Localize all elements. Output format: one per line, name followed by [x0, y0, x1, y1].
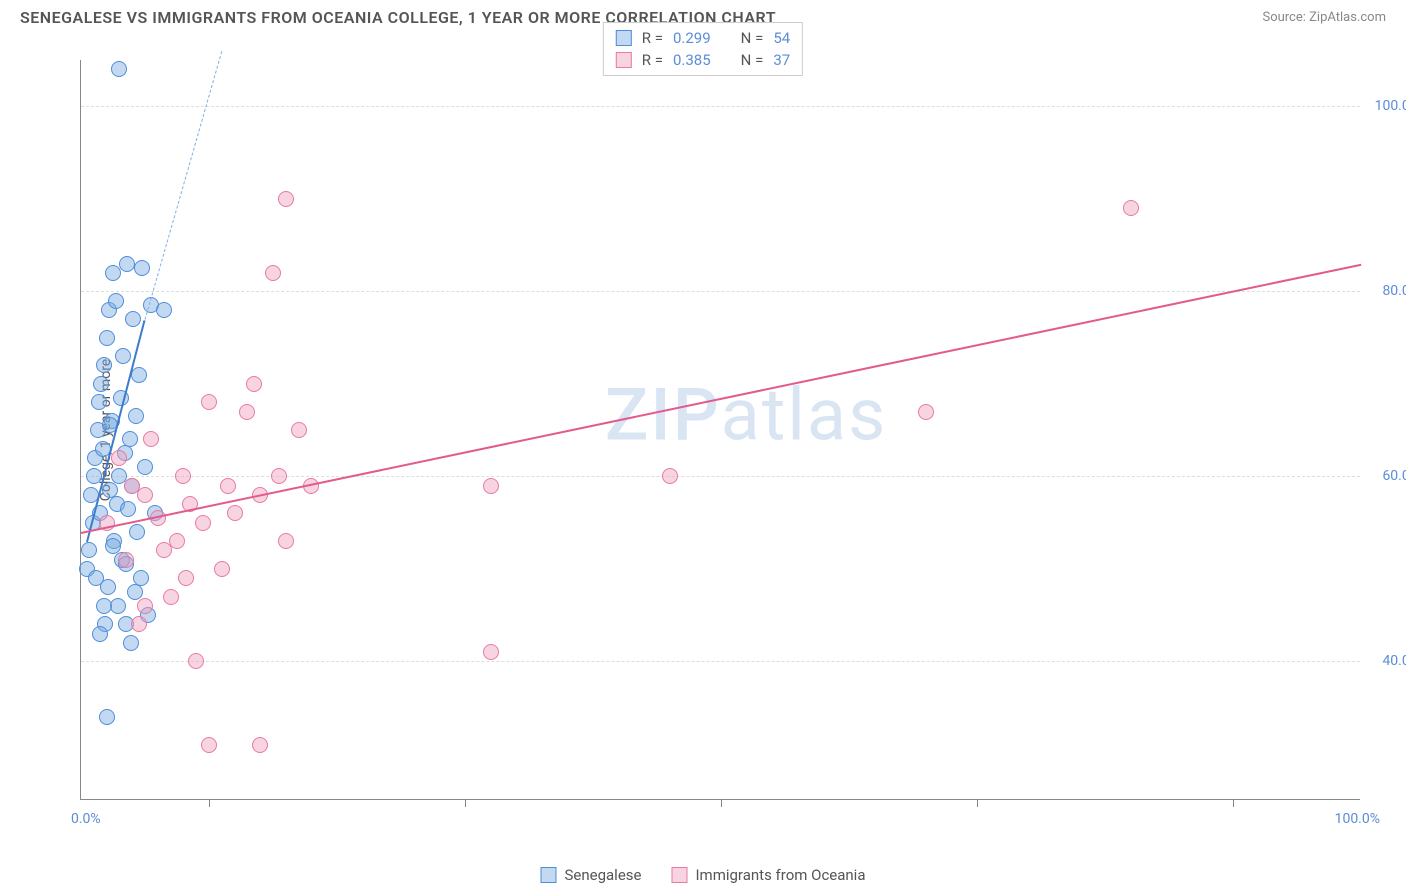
data-point: [99, 709, 115, 725]
data-point: [214, 561, 230, 577]
legend-swatch: [616, 52, 632, 68]
data-point: [120, 501, 136, 517]
y-tick-label: 40.0%: [1382, 653, 1406, 669]
data-point: [483, 644, 499, 660]
data-point: [239, 404, 255, 420]
data-point: [81, 542, 97, 558]
data-point: [278, 533, 294, 549]
data-point: [252, 737, 268, 753]
data-point: [115, 348, 131, 364]
data-point: [119, 256, 135, 272]
stats-row: R = 0.299 N = 54: [616, 27, 790, 49]
data-point: [662, 468, 678, 484]
x-tick: [465, 799, 466, 807]
y-tick-label: 100.0%: [1375, 98, 1406, 114]
data-point: [227, 505, 243, 521]
x-tick: [1233, 799, 1234, 807]
legend-label: Senegalese: [564, 866, 641, 884]
y-tick-label: 80.0%: [1382, 283, 1406, 299]
data-point: [133, 570, 149, 586]
gridline: [81, 106, 1360, 107]
data-point: [265, 265, 281, 281]
r-label: R =: [642, 51, 663, 69]
data-point: [122, 431, 138, 447]
legend-swatch: [616, 30, 632, 46]
y-tick-label: 60.0%: [1382, 468, 1406, 484]
data-point: [92, 626, 108, 642]
data-point: [137, 459, 153, 475]
data-point: [137, 598, 153, 614]
data-point: [105, 265, 121, 281]
data-point: [195, 515, 211, 531]
data-point: [278, 191, 294, 207]
chart-area: College, 1 year or more ZIPatlas 0.0% 10…: [50, 40, 1370, 820]
data-point: [93, 376, 109, 392]
x-tick: [721, 799, 722, 807]
data-point: [188, 653, 204, 669]
scatter-plot: ZIPatlas 0.0% 100.0% 40.0%60.0%80.0%100.…: [80, 60, 1360, 800]
data-point: [918, 404, 934, 420]
data-point: [125, 311, 141, 327]
gridline: [81, 661, 1360, 662]
data-point: [131, 616, 147, 632]
r-value: 0.385: [673, 51, 711, 69]
data-point: [100, 579, 116, 595]
stats-legend-box: R = 0.299 N = 54 R = 0.385 N = 37: [603, 22, 803, 76]
legend-item: Immigrants from Oceania: [671, 866, 865, 884]
x-tick: [977, 799, 978, 807]
data-point: [220, 478, 236, 494]
data-point: [123, 635, 139, 651]
n-value: 54: [773, 29, 790, 47]
data-point: [246, 376, 262, 392]
data-point: [128, 408, 144, 424]
legend-swatch: [540, 867, 556, 883]
data-point: [96, 598, 112, 614]
data-point: [134, 260, 150, 276]
data-point: [137, 487, 153, 503]
data-point: [105, 538, 121, 554]
data-point: [291, 422, 307, 438]
data-point: [156, 302, 172, 318]
data-point: [143, 431, 159, 447]
data-point: [118, 552, 134, 568]
trendline-extrapolation: [145, 51, 223, 320]
data-point: [111, 450, 127, 466]
data-point: [91, 394, 107, 410]
data-point: [99, 330, 115, 346]
legend-label: Immigrants from Oceania: [695, 866, 865, 884]
n-label: N =: [741, 51, 764, 69]
data-point: [201, 394, 217, 410]
data-point: [156, 542, 172, 558]
bottom-legend: Senegalese Immigrants from Oceania: [540, 866, 865, 884]
gridline: [81, 291, 1360, 292]
legend-swatch: [671, 867, 687, 883]
data-point: [110, 598, 126, 614]
x-axis-label-max: 100.0%: [1335, 811, 1380, 827]
x-axis-label-min: 0.0%: [71, 811, 101, 827]
r-value: 0.299: [673, 29, 711, 47]
data-point: [271, 468, 287, 484]
data-point: [86, 468, 102, 484]
data-point: [175, 468, 191, 484]
data-point: [127, 584, 143, 600]
data-point: [131, 367, 147, 383]
n-label: N =: [741, 29, 764, 47]
data-point: [201, 737, 217, 753]
data-point: [163, 589, 179, 605]
stats-row: R = 0.385 N = 37: [616, 49, 790, 71]
trendline: [81, 264, 1361, 534]
data-point: [1123, 200, 1139, 216]
r-label: R =: [642, 29, 663, 47]
data-point: [178, 570, 194, 586]
legend-item: Senegalese: [540, 866, 641, 884]
n-value: 37: [773, 51, 790, 69]
data-point: [483, 478, 499, 494]
data-point: [111, 61, 127, 77]
source-label: Source: ZipAtlas.com: [1262, 10, 1386, 25]
data-point: [96, 357, 112, 373]
data-point: [129, 524, 145, 540]
x-tick: [209, 799, 210, 807]
data-point: [108, 293, 124, 309]
